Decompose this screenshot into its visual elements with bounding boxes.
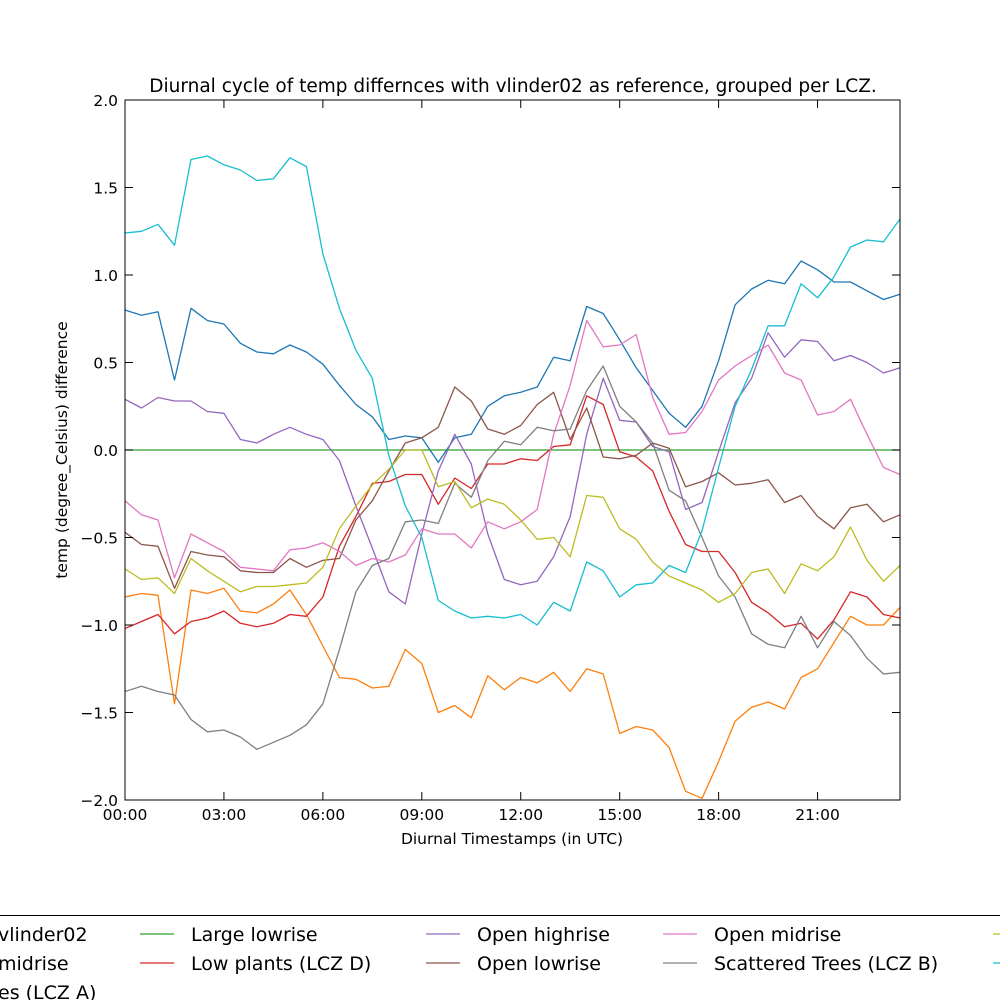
legend: vlinder02 midrise es (LCZ A) Large lowrise L…	[0, 924, 1000, 1000]
plot-lines	[124, 155, 901, 799]
series-line-cyan_series	[124, 155, 901, 626]
series-line-open_highrise	[124, 332, 901, 605]
legend-entry-low_plants: Low plants (LCZ D)	[191, 953, 371, 975]
x-tick-label: 03:00	[202, 806, 247, 824]
y-tick-label: −1.5	[80, 705, 118, 723]
y-tick-label: 1.5	[93, 180, 118, 198]
y-tick-label: −1.0	[80, 617, 118, 635]
x-tick-label: 15:00	[597, 806, 642, 824]
series-line-olive_series	[124, 449, 901, 603]
legend-entry-compact_midrise: midrise	[0, 953, 69, 975]
legend-entry-scattered_trees: Scattered Trees (LCZ B)	[714, 953, 938, 975]
legend-entry-vlinder02: vlinder02	[0, 924, 88, 946]
y-axis-label: temp (degree_Celsius) difference	[53, 321, 72, 578]
legend-entry-open_lowrise: Open lowrise	[477, 953, 601, 975]
x-tick-label: 06:00	[301, 806, 346, 824]
y-tick-label: 2.0	[93, 92, 118, 110]
series-line-dense_trees	[124, 260, 901, 463]
series-line-open_lowrise	[124, 386, 901, 589]
legend-entry-dense_trees: es (LCZ A)	[0, 982, 96, 1000]
legend-entry-large_lowrise: Large lowrise	[191, 924, 318, 946]
x-tick-label: 12:00	[498, 806, 543, 824]
series-line-open_midrise	[124, 319, 901, 579]
series-line-low_plants	[124, 395, 901, 640]
chart-title: Diurnal cycle of temp differnces with vl…	[149, 76, 877, 97]
x-tick-label: 21:00	[795, 806, 840, 824]
x-tick-label: 18:00	[696, 806, 741, 824]
legend-entry-open_midrise: Open midrise	[714, 924, 841, 946]
legend-entry-open_highrise: Open highrise	[477, 924, 610, 946]
x-tick-label: 09:00	[399, 806, 444, 824]
x-axis-label: Diurnal Timestamps (in UTC)	[401, 830, 623, 848]
y-tick-label: −2.0	[80, 792, 118, 810]
series-line-scattered_trees	[124, 365, 901, 750]
y-tick-label: 0.5	[93, 355, 118, 373]
series-line-vlinder02	[124, 587, 901, 799]
y-tick-label: 0.0	[93, 442, 118, 460]
y-axis: 2.0 1.5 1.0 0.5 0.0 −0.5 −1.0 −1.5 −2.0	[80, 92, 900, 810]
x-tick-label: 00:00	[103, 806, 148, 824]
x-axis: 00:00 03:00 06:00 09:00 12:00 15:00 18:00 21:00	[103, 100, 840, 824]
y-tick-label: 1.0	[93, 267, 118, 285]
y-tick-label: −0.5	[80, 530, 118, 548]
